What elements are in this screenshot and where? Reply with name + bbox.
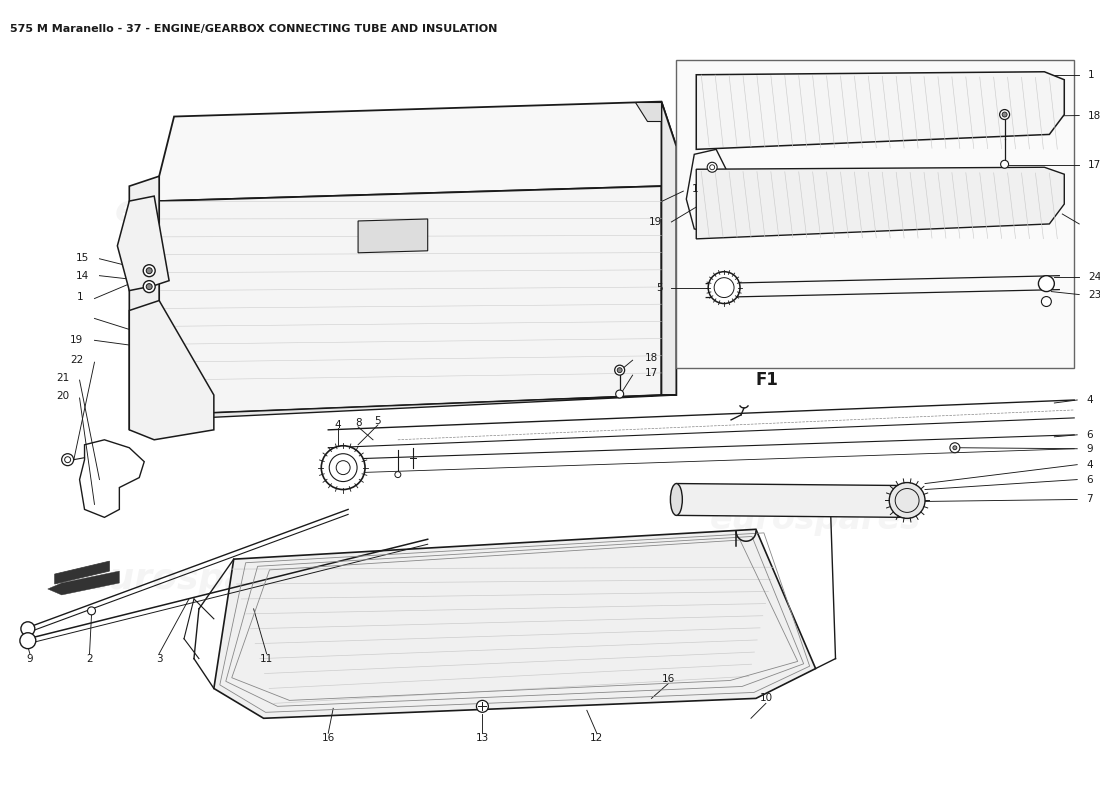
Text: 17: 17 [1088,160,1100,170]
Ellipse shape [670,483,682,515]
Text: 7: 7 [1086,494,1092,505]
Text: 11: 11 [260,654,273,664]
Circle shape [146,284,152,290]
Circle shape [1042,297,1052,306]
Polygon shape [55,561,109,584]
Text: 6: 6 [1086,474,1092,485]
Text: 13: 13 [476,733,490,743]
Text: 10: 10 [759,694,772,703]
Circle shape [143,265,155,277]
Text: eurospares: eurospares [114,194,343,228]
Circle shape [20,633,36,649]
Circle shape [615,365,625,375]
Text: eurospares: eurospares [363,234,592,268]
Text: 5: 5 [656,282,662,293]
Text: 9: 9 [1086,444,1092,454]
Text: 9: 9 [26,654,33,664]
Circle shape [476,700,488,712]
Text: 20: 20 [56,391,69,401]
Text: 575 M Maranello - 37 - ENGINE/GEARBOX CONNECTING TUBE AND INSULATION: 575 M Maranello - 37 - ENGINE/GEARBOX CO… [10,24,497,34]
Circle shape [62,454,74,466]
Polygon shape [160,395,676,420]
Text: 1: 1 [77,291,84,302]
Text: 18: 18 [645,354,658,363]
Text: 3: 3 [156,654,163,664]
Circle shape [616,390,624,398]
Circle shape [321,446,365,490]
Bar [676,60,1075,368]
Circle shape [21,622,35,636]
Text: eurospares: eurospares [711,503,921,536]
Text: 4: 4 [1086,460,1092,470]
Polygon shape [696,72,1065,150]
Polygon shape [635,102,661,122]
Polygon shape [118,196,169,290]
Polygon shape [160,186,661,415]
Circle shape [889,482,925,518]
Circle shape [950,442,960,453]
Circle shape [953,446,957,450]
Circle shape [143,281,155,293]
Text: 21: 21 [56,373,69,383]
Text: 5: 5 [375,416,382,426]
Text: F1: F1 [756,371,779,389]
Text: 2: 2 [86,654,92,664]
Text: 17: 17 [645,368,658,378]
Text: 14: 14 [76,270,89,281]
Text: 6: 6 [1086,430,1092,440]
Text: 16: 16 [321,733,334,743]
Text: 19: 19 [649,217,662,227]
Circle shape [1038,276,1054,291]
Text: 8: 8 [355,418,362,428]
Text: 23: 23 [1088,290,1100,299]
Text: 4: 4 [334,420,341,430]
Circle shape [708,272,740,303]
Circle shape [1002,112,1008,117]
Text: eurospares: eurospares [670,194,881,227]
Text: 1: 1 [692,184,698,194]
Circle shape [1000,110,1010,119]
Polygon shape [130,301,213,440]
Polygon shape [359,219,428,253]
Polygon shape [213,530,815,718]
Polygon shape [661,102,676,395]
Circle shape [88,607,96,615]
Circle shape [707,162,717,172]
Polygon shape [696,167,1065,239]
Text: 24: 24 [1088,272,1100,282]
Polygon shape [160,102,676,201]
Circle shape [617,368,623,373]
Circle shape [146,268,152,274]
Polygon shape [47,571,120,595]
Text: 18: 18 [1088,110,1100,121]
Circle shape [1001,160,1009,168]
Text: eurospares: eurospares [373,562,602,596]
Text: 19: 19 [70,335,84,346]
Polygon shape [130,176,159,430]
Circle shape [395,472,400,478]
Text: 16: 16 [662,674,675,683]
Text: eurospares: eurospares [85,562,313,596]
Text: 12: 12 [591,733,604,743]
Text: 4: 4 [1086,395,1092,405]
Polygon shape [676,483,905,518]
Text: 1: 1 [1088,70,1094,80]
Text: 22: 22 [70,355,84,366]
Text: 15: 15 [76,253,89,262]
